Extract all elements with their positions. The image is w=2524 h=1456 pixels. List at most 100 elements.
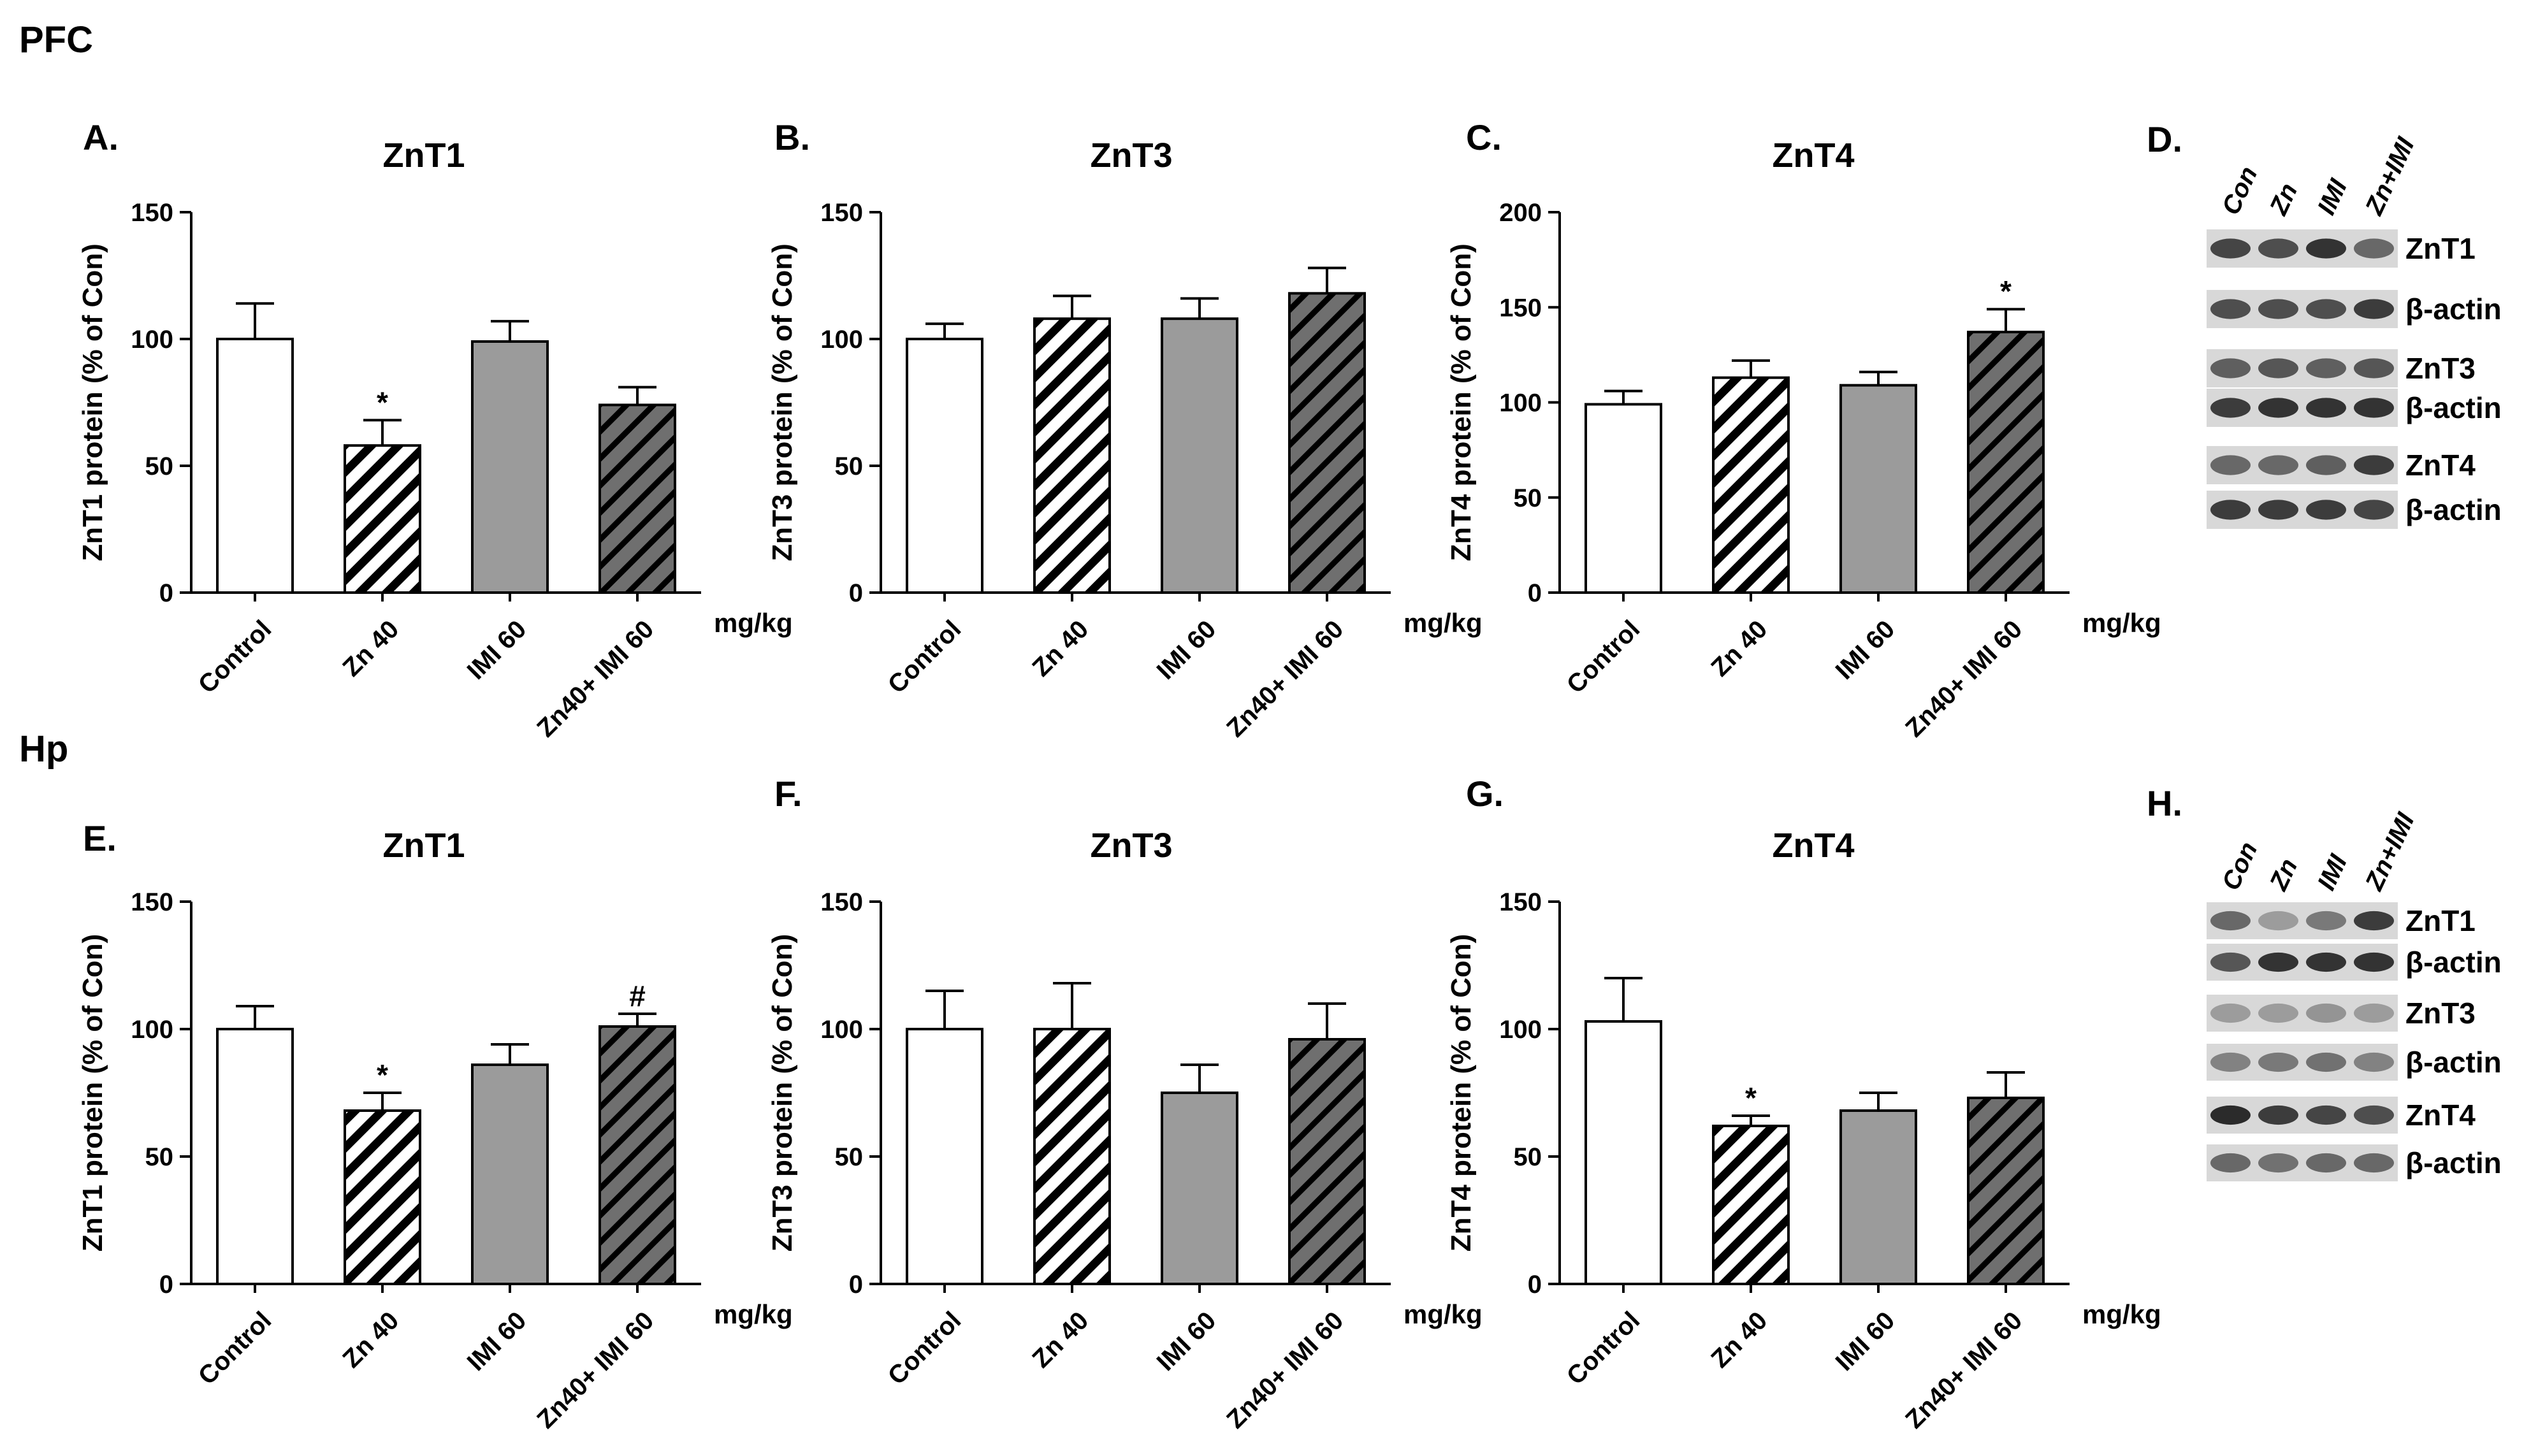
chart-title: ZnT3: [1091, 136, 1173, 175]
blot-band: [2210, 299, 2251, 319]
panel-label: E.: [83, 818, 117, 858]
x-tick-label: Control: [883, 1306, 967, 1390]
band-label-actin: β-actin: [2405, 391, 2502, 424]
bar-zn: [344, 1109, 421, 1285]
bar-zn: [1712, 376, 1790, 594]
blot-band: [2210, 398, 2251, 418]
blot-band: [2354, 398, 2394, 418]
blot-band: [2258, 1052, 2298, 1072]
x-tick-label: IMI 60: [1152, 1306, 1222, 1376]
blot-band: [2210, 1003, 2251, 1023]
x-tick-label: Control: [193, 615, 277, 699]
unit-label: mg/kg: [714, 608, 793, 638]
y-tick-label: 150: [820, 888, 863, 916]
x-tick-label: IMI 60: [462, 1306, 532, 1376]
chart-c-znt4: C. ZnT4 ZnT4 protein (% of Con) 0 50 100 150 20…: [1446, 117, 2161, 742]
x-tick-label: Zn 40: [1706, 615, 1773, 682]
y-tick-label: 150: [131, 199, 173, 227]
y-tick-label: 100: [1499, 389, 1542, 417]
blot-band: [2306, 238, 2346, 259]
bar-zn: [344, 444, 421, 594]
blot-band: [2258, 1105, 2298, 1125]
band-label-znt4: ZnT4: [2405, 449, 2476, 482]
unit-label: mg/kg: [714, 1299, 793, 1329]
x-tick-label: Zn 40: [1706, 1306, 1773, 1373]
bar-control: [1585, 403, 1662, 594]
x-tick-label: Control: [193, 1306, 277, 1390]
panel-label: D.: [2147, 119, 2182, 159]
x-tick-label: Zn40+ IMI 60: [532, 1306, 659, 1434]
panel-label: F.: [774, 774, 802, 814]
chart-e-znt1: E. ZnT1 ZnT1 protein (% of Con) 0 50 100 150 Co…: [77, 818, 793, 1434]
y-tick-label: 100: [131, 326, 173, 354]
y-tick-label: 100: [1499, 1016, 1542, 1044]
bar-imi: [471, 340, 549, 594]
blot-band: [2210, 238, 2251, 259]
significance-marker: *: [377, 1058, 388, 1092]
blot-band: [2258, 238, 2298, 259]
lane-label-imi: IMI: [2312, 850, 2353, 895]
blot-band: [2210, 1105, 2251, 1125]
blot-band: [2210, 1052, 2251, 1072]
y-tick-label: 100: [820, 1016, 863, 1044]
y-tick-label: 150: [131, 888, 173, 916]
blot-band: [2210, 358, 2251, 378]
section-label-hp: Hp: [19, 728, 68, 770]
blot-band: [2306, 952, 2346, 972]
y-tick-label: 0: [159, 1271, 173, 1299]
x-tick-label: IMI 60: [1831, 1306, 1901, 1376]
chart-f-znt3: F. ZnT3 ZnT3 protein (% of Con) 0 50 100 150 Co…: [767, 774, 1483, 1434]
lane-label-zn: Zn: [2264, 854, 2303, 895]
unit-label: mg/kg: [1403, 608, 1483, 638]
x-tick-label: Zn40+ IMI 60: [1221, 1306, 1349, 1434]
blot-band: [2354, 299, 2394, 319]
blot-band: [2210, 455, 2251, 475]
blot-band: [2354, 1153, 2394, 1173]
blot-band: [2210, 952, 2251, 972]
x-tick-label: Control: [883, 615, 967, 699]
y-tick-label: 150: [1499, 888, 1542, 916]
chart-title: ZnT1: [383, 136, 465, 175]
bar-control: [216, 338, 294, 594]
unit-label: mg/kg: [2082, 608, 2161, 638]
blot-band: [2258, 455, 2298, 475]
lane-label-zn-imi: Zn+IMI: [2360, 133, 2420, 220]
y-tick-label: 50: [145, 1143, 174, 1171]
panel-label: A.: [83, 117, 119, 157]
blot-band: [2258, 299, 2298, 319]
y-tick-label: 0: [1528, 1271, 1542, 1299]
blot-band: [2306, 1105, 2346, 1125]
bar-combo: [1967, 331, 2045, 594]
western-blot-d: D. Con Zn IMI Zn+IMI ZnT1 β-actin ZnT3 β-actin Zn…: [2147, 119, 2502, 529]
bar-imi: [1161, 317, 1238, 594]
x-tick-label: Zn40+ IMI 60: [1900, 615, 2027, 742]
blot-band: [2306, 358, 2346, 378]
blot-band: [2258, 1153, 2298, 1173]
band-label-actin: β-actin: [2405, 1146, 2502, 1179]
y-tick-label: 50: [835, 452, 864, 480]
blot-band: [2306, 299, 2346, 319]
blot-band: [2306, 455, 2346, 475]
y-tick-label: 100: [131, 1016, 173, 1044]
significance-marker: #: [629, 979, 646, 1013]
y-axis-label: ZnT4 protein (% of Con): [1446, 934, 1477, 1252]
bar-control: [906, 338, 983, 594]
blot-band: [2306, 911, 2346, 931]
y-tick-label: 0: [159, 579, 173, 607]
y-tick-label: 50: [1514, 484, 1542, 512]
significance-marker: *: [1745, 1081, 1757, 1114]
bar-control: [1585, 1020, 1662, 1285]
section-label-pfc: PFC: [19, 19, 93, 61]
chart-a-znt1: A. ZnT1 ZnT1 protein (% of Con) 0 50 100 150 Co…: [77, 117, 793, 742]
band-label-actin: β-actin: [2405, 1046, 2502, 1079]
blot-band: [2258, 911, 2298, 931]
blots-group: D.Con Zn IMI Zn+IMIZnT1β-actinZnT3β-actinZn…: [2147, 119, 2502, 1181]
blot-band: [2258, 358, 2298, 378]
bar-control: [216, 1028, 294, 1285]
lane-label-zn-imi: Zn+IMI: [2360, 809, 2420, 895]
blot-band: [2306, 1153, 2346, 1173]
bar-combo: [1288, 292, 1366, 594]
band-label-znt1: ZnT1: [2405, 904, 2476, 937]
blot-band: [2354, 238, 2394, 259]
